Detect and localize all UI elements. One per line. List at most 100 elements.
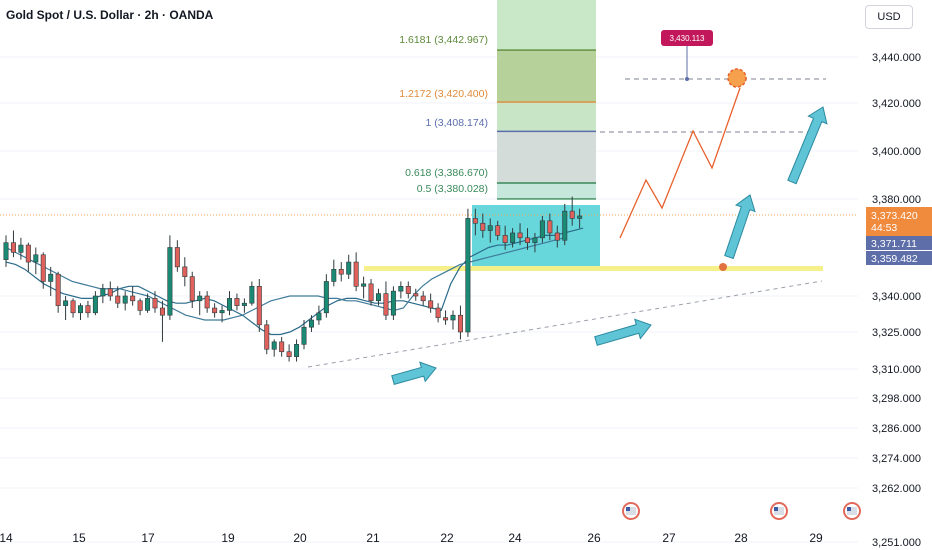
candle-body bbox=[331, 269, 337, 282]
arrow-shape bbox=[787, 106, 828, 185]
time-tick-label: 19 bbox=[221, 531, 235, 545]
candle-body bbox=[353, 261, 359, 287]
candle-body bbox=[465, 218, 471, 333]
fib-zone-1 bbox=[497, 131, 596, 183]
candle-body bbox=[249, 285, 255, 304]
candle-body bbox=[122, 295, 128, 304]
event-flag-canton bbox=[626, 507, 630, 511]
event-flag-body bbox=[847, 507, 857, 515]
current-price-tag bbox=[866, 207, 932, 236]
candle-body bbox=[435, 307, 441, 318]
target-anchor-dot bbox=[685, 77, 689, 81]
arrow-shape bbox=[594, 318, 652, 346]
fib-label-1217: 1.2172 (3,420.400) bbox=[399, 88, 488, 100]
price-tick-label: 3,340.000 bbox=[872, 291, 921, 303]
price-tags: 3,373.420 44:53 3,371.711 3,359.482 bbox=[866, 207, 932, 265]
bullish-arrow-1 bbox=[391, 361, 437, 385]
time-tick-label: 24 bbox=[508, 531, 522, 545]
candle-body bbox=[443, 317, 449, 321]
candle-body bbox=[539, 220, 545, 239]
fib-zone-1618 bbox=[497, 50, 596, 103]
candle-body bbox=[241, 302, 247, 306]
candle-body bbox=[413, 293, 419, 297]
price-tick-label: 3,262.000 bbox=[872, 483, 921, 495]
price-tick-label: 3,298.000 bbox=[872, 393, 921, 405]
fib-label-1618: 1.6181 (3,442.967) bbox=[399, 34, 488, 46]
projection-path bbox=[619, 87, 741, 239]
candle-body bbox=[78, 305, 84, 314]
support-touch-dot bbox=[719, 263, 727, 271]
fib-label-0618: 0.618 (3,386.670) bbox=[405, 167, 488, 179]
candle-body bbox=[420, 295, 426, 302]
price-axis[interactable]: 3,440.000 3,420.000 3,400.000 3,380.000 3,34… bbox=[858, 0, 932, 550]
candle-body bbox=[271, 341, 277, 350]
candle-body bbox=[33, 254, 39, 263]
candle-body bbox=[286, 351, 292, 357]
candle-body bbox=[495, 225, 501, 236]
candle-body bbox=[227, 298, 233, 311]
bullish-arrow-4 bbox=[787, 106, 828, 185]
time-tick-label: 22 bbox=[440, 531, 454, 545]
candle-body bbox=[517, 232, 523, 239]
candle-body bbox=[472, 218, 478, 224]
price-tick-label: 3,380.000 bbox=[872, 194, 921, 206]
candle-body bbox=[524, 237, 530, 243]
target-circle bbox=[727, 68, 747, 88]
fibonacci-extension[interactable] bbox=[497, 0, 596, 200]
candle-body bbox=[480, 222, 486, 231]
drawings[interactable] bbox=[0, 78, 858, 368]
candle-body bbox=[85, 305, 91, 314]
target-callout[interactable]: 3,430.113 bbox=[661, 30, 713, 46]
candle-body bbox=[55, 273, 61, 306]
price-label-tag-2 bbox=[866, 251, 932, 265]
event-flag-body bbox=[774, 507, 784, 515]
candle-body bbox=[92, 295, 98, 314]
candle-body bbox=[361, 283, 367, 287]
candle-body bbox=[167, 247, 173, 316]
candle-body bbox=[450, 314, 456, 321]
time-tick-label: 20 bbox=[293, 531, 307, 545]
candle-body bbox=[18, 244, 24, 253]
candle-body bbox=[346, 261, 352, 275]
fib-label-05: 0.5 (3,380.028) bbox=[417, 183, 488, 195]
price-tick-label: 3,400.000 bbox=[872, 146, 921, 158]
candle-body bbox=[547, 220, 553, 234]
price-label-tag-1 bbox=[866, 236, 932, 250]
time-axis[interactable]: 14 15 17 19 20 21 22 24 26 27 28 29 bbox=[0, 502, 861, 545]
candle-body bbox=[107, 288, 113, 297]
chart-title: Gold Spot / U.S. Dollar · 2h · OANDA bbox=[6, 8, 214, 22]
candle-body bbox=[316, 312, 322, 321]
candle-body bbox=[487, 225, 493, 231]
candle-body bbox=[502, 235, 508, 243]
current-price-text: 3,373.420 bbox=[871, 210, 918, 222]
fib-level-labels: 1.6181 (3,442.967) 1.2172 (3,420.400) 1 … bbox=[399, 34, 488, 195]
candle-body bbox=[510, 232, 516, 243]
bullish-arrow-3 bbox=[724, 194, 756, 260]
bullish-arrow-2 bbox=[594, 318, 652, 346]
grid bbox=[0, 56, 858, 543]
candle-body bbox=[383, 293, 389, 316]
fib-zone-top bbox=[497, 0, 596, 51]
target-label-box bbox=[661, 30, 713, 46]
price-tick-label: 3,440.000 bbox=[872, 52, 921, 64]
candle-body bbox=[294, 344, 300, 357]
candle-body bbox=[10, 242, 16, 253]
annotations[interactable] bbox=[391, 46, 828, 385]
fib-zone-0618 bbox=[497, 182, 596, 199]
candle-body bbox=[368, 283, 374, 302]
candle-body bbox=[569, 210, 575, 219]
time-tick-label: 21 bbox=[366, 531, 380, 545]
candle-body bbox=[279, 341, 285, 353]
candle-body bbox=[63, 300, 69, 306]
arrow-shape bbox=[724, 194, 756, 260]
time-tick-label: 15 bbox=[72, 531, 86, 545]
currency-button[interactable]: USD bbox=[865, 5, 913, 29]
time-tick-label: 14 bbox=[0, 531, 13, 545]
candle-body bbox=[115, 295, 121, 304]
event-flag-icon bbox=[843, 502, 861, 520]
candle-body bbox=[532, 237, 538, 243]
candle-body bbox=[159, 307, 165, 316]
ma-slow-line bbox=[5, 237, 565, 321]
price-tick-label: 3,310.000 bbox=[872, 364, 921, 376]
